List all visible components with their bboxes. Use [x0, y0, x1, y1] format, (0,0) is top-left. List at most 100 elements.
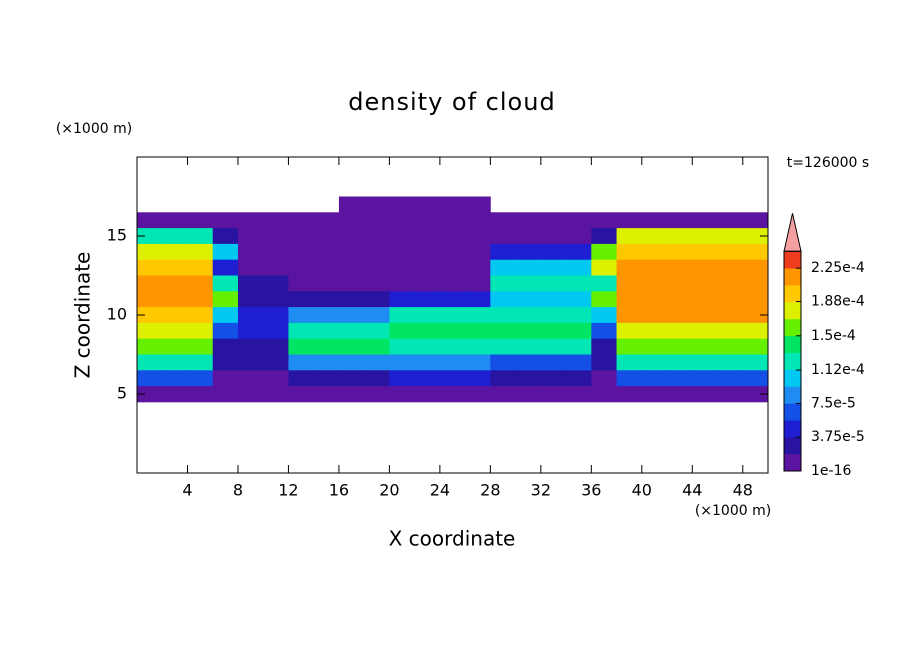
contour-cell: [717, 243, 744, 261]
contour-cell: [742, 212, 769, 229]
colorbar-band: [784, 335, 801, 353]
contour-cell: [667, 338, 693, 355]
contour-cell: [667, 275, 693, 292]
contour-cell: [692, 354, 718, 371]
contour-cell: [490, 354, 516, 371]
contour-cell: [364, 212, 390, 229]
contour-cell: [263, 370, 289, 387]
contour-cell: [540, 370, 567, 387]
contour-cell: [692, 322, 718, 340]
contour-cell: [389, 212, 416, 229]
x-tick-label: 40: [632, 481, 652, 500]
contour-cell: [389, 370, 416, 387]
colorbar-band: [784, 318, 801, 337]
colorbar-band: [784, 285, 801, 303]
contour-cell: [667, 243, 693, 261]
contour-cell: [667, 354, 693, 371]
colorbar-band: [784, 403, 801, 421]
contour-cell: [540, 307, 567, 324]
contour-cell: [263, 354, 289, 371]
contour-cell: [465, 386, 491, 403]
contour-cell: [439, 259, 466, 276]
contour-cell: [187, 212, 214, 229]
contour-cell: [389, 243, 416, 261]
contour-cell: [692, 291, 718, 308]
contour-cell: [313, 307, 340, 324]
contour-cell: [667, 259, 693, 276]
contour-cell: [313, 243, 340, 261]
x-axis-title: X coordinate: [389, 527, 516, 551]
contour-cell: [187, 307, 214, 324]
contour-cell: [692, 228, 718, 245]
colorbar-tick-label: 7.5e-5: [811, 395, 856, 411]
contour-cell: [364, 370, 390, 387]
contour-cell: [465, 259, 491, 276]
contour-cell: [641, 370, 668, 387]
contour-cell: [490, 275, 516, 292]
contour-cell: [465, 307, 491, 324]
contour-cell: [364, 243, 390, 261]
contour-cell: [137, 322, 163, 340]
contour-cell: [515, 370, 542, 387]
contour-cell: [439, 196, 466, 213]
contour-cell: [364, 338, 390, 355]
contour-cell: [414, 291, 441, 308]
contour-cell: [540, 243, 567, 261]
contour-cell: [338, 196, 365, 213]
contour-cell: [137, 354, 163, 371]
contour-cell: [137, 243, 163, 261]
contour-cell: [566, 370, 592, 387]
colorbar-band: [784, 437, 801, 455]
contour-cell: [338, 354, 365, 371]
contour-cell: [364, 322, 390, 340]
contour-cell: [414, 322, 441, 340]
contour-cell: [515, 275, 542, 292]
contour-cell: [515, 322, 542, 340]
x-tick-label: 44: [682, 481, 702, 500]
contour-cell: [288, 322, 315, 340]
contour-cell: [137, 259, 163, 276]
contour-cell: [187, 243, 214, 261]
contour-cell: [338, 386, 365, 403]
contour-cell: [566, 259, 592, 276]
contour-cell: [187, 275, 214, 292]
contour-cell: [313, 386, 340, 403]
contour-cell: [237, 291, 264, 308]
contour-cell: [187, 291, 214, 308]
contour-cell: [288, 291, 315, 308]
contour-cell: [237, 259, 264, 276]
contour-cell: [137, 307, 163, 324]
contour-cell: [692, 338, 718, 355]
contour-cell: [187, 354, 214, 371]
contour-cell: [263, 386, 289, 403]
contour-cell: [414, 386, 441, 403]
contour-cell: [439, 275, 466, 292]
contour-cell: [641, 275, 668, 292]
contour-cell: [162, 228, 188, 245]
contour-cell: [667, 386, 693, 403]
colorbar-tick-label: 1.88e-4: [811, 294, 865, 310]
x-tick-label: 28: [480, 481, 500, 500]
contour-cell: [212, 354, 239, 371]
contour-cell: [641, 307, 668, 324]
contour-cell: [162, 259, 188, 276]
colorbar-band: [784, 420, 801, 438]
contour-cell: [288, 243, 315, 261]
contour-cell: [465, 275, 491, 292]
x-tick-label: 4: [182, 481, 192, 500]
contour-cell: [641, 259, 668, 276]
contour-cell: [338, 322, 365, 340]
contour-cell: [591, 370, 617, 387]
colorbar-band: [784, 251, 801, 269]
contour-cell: [742, 259, 769, 276]
contour-cell: [515, 291, 542, 308]
contour-cell: [742, 228, 769, 245]
contour-cell: [338, 291, 365, 308]
contour-cell: [338, 212, 365, 229]
contour-cell: [641, 354, 668, 371]
contour-cell: [439, 354, 466, 371]
contour-cell: [212, 338, 239, 355]
colorbar-band: [784, 302, 801, 320]
contour-cell: [616, 259, 643, 276]
contour-cell: [212, 275, 239, 292]
